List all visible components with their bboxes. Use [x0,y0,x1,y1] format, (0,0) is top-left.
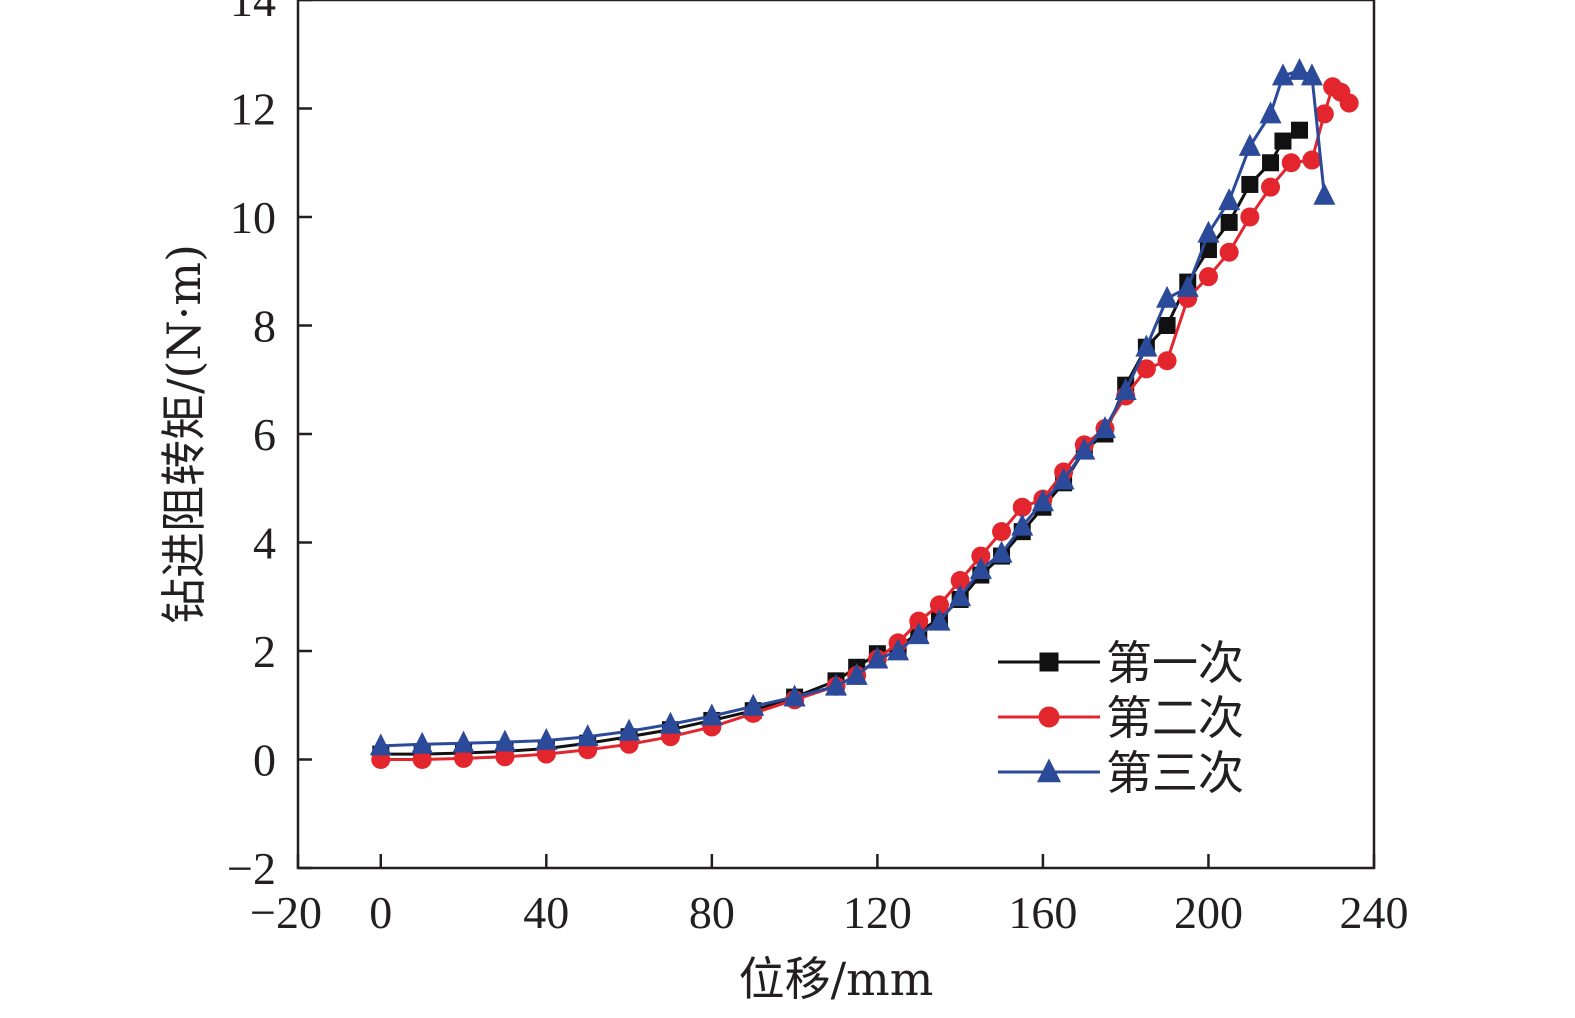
data-point [949,584,972,607]
data-point [1241,175,1259,193]
x-tick-label: 240 [1340,887,1409,938]
data-point [1271,63,1294,86]
data-point [1176,274,1199,297]
data-point [950,570,970,590]
y-tick-label: 14 [230,0,276,26]
data-point [1261,177,1281,197]
y-axis-title: 钻进阻转矩/(N·m) [157,244,211,624]
legend-label: 第二次 [1106,691,1244,745]
legend-marker [1038,706,1060,728]
data-point [907,622,930,645]
data-point [845,662,868,685]
data-point [1114,378,1137,401]
data-point [369,733,392,756]
data-point [1218,188,1241,211]
x-tick-label: 40 [523,887,569,938]
data-point [1314,104,1334,124]
y-tick-label: 6 [253,409,276,460]
data-point [1052,467,1075,490]
x-axis-title: 位移/mm [739,952,934,1006]
data-point [1259,101,1282,124]
x-tick-label: 120 [843,887,912,938]
data-point [866,646,889,669]
data-point [909,611,929,631]
data-point [825,673,847,696]
data-point [1156,285,1179,308]
y-tick-label: 0 [253,735,276,786]
y-tick-label: 8 [253,301,276,352]
data-point [1220,213,1238,231]
data-point [1339,93,1359,113]
data-point [1135,334,1158,357]
data-point [783,684,806,707]
data-point [1291,121,1309,139]
y-tick-label: 12 [230,84,276,135]
data-point [928,608,951,631]
data-point [1012,497,1032,517]
data-point [576,724,599,747]
data-point [1197,220,1220,243]
data-point [1136,359,1156,379]
legend-label: 第三次 [1106,746,1244,800]
data-point [1281,153,1301,173]
y-tick-label: 4 [253,518,276,569]
data-point [1302,150,1322,170]
x-tick-label: −20 [250,887,322,938]
legend-marker [1037,758,1061,783]
legend-item: 第二次 [998,691,1244,745]
data-point [1073,437,1096,460]
data-point [700,703,723,726]
x-tick-label: 80 [689,887,735,938]
data-point [1011,513,1034,536]
data-point [1238,133,1261,156]
y-tick-label: 2 [253,626,276,677]
data-point [1198,267,1218,287]
x-tick-label: 160 [1008,887,1077,938]
y-tick-label: 10 [230,192,276,243]
legend-label: 第一次 [1106,636,1244,690]
data-point [1157,351,1177,371]
legend-item: 第一次 [998,636,1244,690]
x-ticks: −20 0 40 80 120 160 200 240 [250,854,1409,938]
data-point [1274,132,1292,150]
series-layer [369,57,1359,769]
data-point [1313,182,1336,205]
data-point [411,731,434,754]
data-point [412,750,432,769]
x-tick-label: 200 [1174,887,1243,938]
data-point [1240,207,1260,227]
data-point [495,747,515,767]
legend-marker [1039,652,1059,672]
data-point [1262,154,1280,172]
data-point [493,729,516,752]
data-point [454,748,474,768]
data-point [887,638,910,661]
data-point [929,595,949,615]
data-point [659,711,682,734]
y-tick-label: −2 [227,843,276,894]
legend-item: 第三次 [998,746,1244,800]
data-point [1158,317,1176,334]
data-point [990,540,1013,563]
data-point [1031,489,1054,512]
y-ticks: −2 0 2 4 6 8 10 12 14 [227,0,312,894]
series-3 [369,57,1336,756]
x-tick-label: 0 [369,887,392,938]
data-point [618,718,641,741]
data-point [1219,242,1239,262]
data-point [969,557,992,580]
data-point [452,730,475,753]
data-point [535,727,558,750]
data-point [971,546,991,566]
data-point [1288,57,1311,80]
data-point [742,693,765,716]
data-point [1300,63,1323,86]
data-point [992,522,1012,542]
data-point [1094,416,1116,438]
